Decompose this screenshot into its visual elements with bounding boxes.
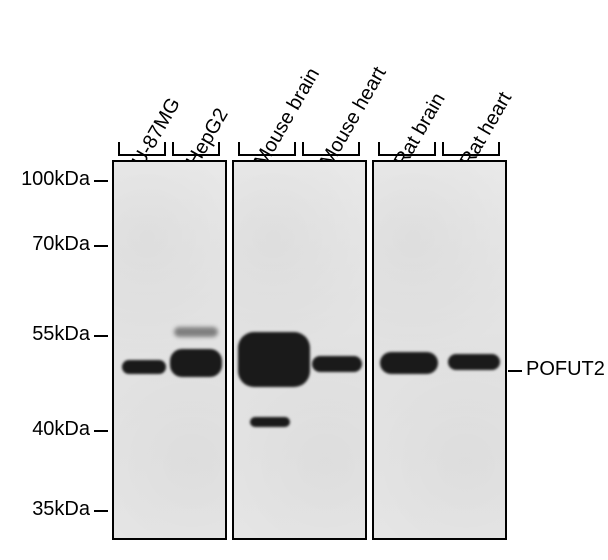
lane-bracket bbox=[302, 142, 360, 156]
lane-bracket bbox=[118, 142, 166, 156]
protein-band bbox=[170, 349, 222, 377]
mw-label-100kDa: 100kDa bbox=[0, 168, 90, 191]
protein-tick bbox=[508, 370, 522, 372]
protein-band bbox=[250, 417, 290, 427]
lane-bracket bbox=[172, 142, 220, 156]
protein-band bbox=[312, 356, 362, 372]
mw-label-40kDa: 40kDa bbox=[0, 418, 90, 441]
protein-band bbox=[238, 332, 310, 387]
mw-tick bbox=[94, 430, 108, 432]
lane-bracket bbox=[442, 142, 500, 156]
sample-label: Rat brain bbox=[390, 89, 450, 171]
protein-band bbox=[174, 327, 218, 337]
lane-bracket bbox=[238, 142, 296, 156]
blot-panel bbox=[232, 160, 367, 540]
mw-tick bbox=[94, 510, 108, 512]
lane-bracket bbox=[378, 142, 436, 156]
protein-band bbox=[448, 354, 500, 370]
mw-tick bbox=[94, 335, 108, 337]
mw-label-35kDa: 35kDa bbox=[0, 498, 90, 521]
blot-panel bbox=[112, 160, 227, 540]
mw-label-55kDa: 55kDa bbox=[0, 323, 90, 346]
protein-name-label: POFUT2 bbox=[526, 358, 605, 381]
blot-panel bbox=[372, 160, 507, 540]
protein-band bbox=[380, 352, 438, 374]
mw-tick bbox=[94, 180, 108, 182]
mw-label-70kDa: 70kDa bbox=[0, 233, 90, 256]
protein-band bbox=[122, 360, 166, 374]
mw-tick bbox=[94, 245, 108, 247]
sample-label: Rat heart bbox=[456, 88, 517, 171]
